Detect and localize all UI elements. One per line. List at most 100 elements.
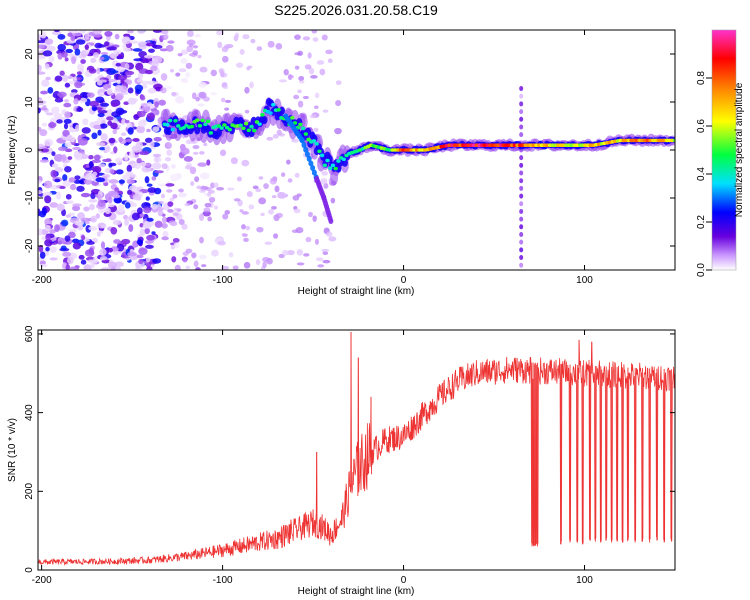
ridge-core xyxy=(328,166,333,170)
noise-blob xyxy=(95,177,106,183)
noise-blob xyxy=(252,185,259,190)
noise-blob xyxy=(199,151,205,155)
noise-blob xyxy=(126,79,133,85)
noise-blob xyxy=(161,163,168,170)
noise-blob xyxy=(92,33,103,38)
noise-blob xyxy=(137,110,146,118)
noise-blob xyxy=(114,33,120,40)
streak-blob xyxy=(519,132,524,138)
ridge-outer xyxy=(261,116,268,125)
noise-blob xyxy=(132,98,138,102)
noise-blob xyxy=(65,193,72,200)
noise-blob xyxy=(281,249,289,256)
noise-blob xyxy=(145,244,154,249)
ridge-core xyxy=(306,137,311,142)
noise-blob xyxy=(296,262,305,266)
noise-blob xyxy=(217,41,223,49)
noise-blob xyxy=(217,240,226,246)
figure-title: S225.2026.031.20.58.C19 xyxy=(274,2,438,18)
noise-blob xyxy=(262,261,267,269)
noise-blob xyxy=(198,213,205,222)
ridge-core xyxy=(252,128,257,133)
noise-blob xyxy=(54,167,64,173)
noise-blob xyxy=(272,233,279,239)
noise-blob xyxy=(127,251,137,257)
noise-blob xyxy=(173,242,180,249)
noise-blob xyxy=(178,192,187,198)
noise-blob xyxy=(59,70,65,76)
noise-blob xyxy=(143,54,154,59)
y-tick-label: 400 xyxy=(24,404,35,421)
noise-blob xyxy=(164,157,172,162)
noise-blob xyxy=(183,156,194,162)
noise-blob xyxy=(196,185,202,190)
noise-blob xyxy=(144,176,150,184)
noise-blob xyxy=(202,210,211,217)
noise-blob xyxy=(288,74,294,79)
spectrogram-y-ticks: -20 -10 0 10 20 xyxy=(24,48,675,253)
streak-blob xyxy=(519,231,524,237)
noise-blob xyxy=(230,157,238,165)
noise-blob xyxy=(100,241,106,250)
noise-blob xyxy=(178,68,187,73)
y-tick-label: 20 xyxy=(24,48,35,60)
noise-blob xyxy=(185,265,191,270)
noise-blob xyxy=(272,134,279,139)
noise-blob xyxy=(115,62,121,67)
noise-blob xyxy=(97,116,107,125)
noise-blob xyxy=(62,180,71,187)
noise-blob xyxy=(123,214,128,220)
noise-blob xyxy=(125,138,133,143)
noise-blob xyxy=(68,228,78,233)
noise-blob xyxy=(90,262,95,269)
noise-blob xyxy=(120,132,127,136)
branch-blob xyxy=(308,160,314,167)
spectrogram-x-ticks: -200 -100 0 100 xyxy=(32,30,593,286)
noise-blob xyxy=(308,67,315,75)
noise-blob xyxy=(312,215,317,222)
noise-blob xyxy=(116,66,126,73)
noise-blob xyxy=(153,136,162,142)
noise-blob xyxy=(161,223,168,229)
noise-blob xyxy=(100,224,107,229)
noise-blob xyxy=(241,159,250,167)
noise-blob xyxy=(232,265,239,270)
noise-blob xyxy=(108,79,117,83)
noise-blob xyxy=(162,230,169,238)
ridge-core xyxy=(200,118,205,123)
noise-blob xyxy=(76,76,83,81)
noise-blob xyxy=(46,45,56,52)
noise-blob xyxy=(135,141,143,149)
noise-blob xyxy=(41,148,50,153)
noise-blob xyxy=(99,56,105,61)
noise-blob xyxy=(93,154,101,161)
noise-blob xyxy=(322,251,329,255)
noise-blob xyxy=(41,79,50,87)
noise-blob xyxy=(317,264,325,268)
noise-blob xyxy=(124,70,135,76)
noise-blob xyxy=(178,218,185,225)
noise-blob xyxy=(189,43,194,48)
ridge-core xyxy=(311,139,317,143)
noise-blob xyxy=(74,220,85,226)
noise-blob xyxy=(62,129,70,137)
noise-blob xyxy=(64,57,69,62)
noise-blob xyxy=(174,264,181,270)
streak-blob xyxy=(519,178,524,184)
noise-blob xyxy=(49,202,59,208)
noise-blob xyxy=(185,62,193,69)
noise-blob xyxy=(191,252,197,259)
noise-blob xyxy=(255,188,262,193)
branch-blob xyxy=(328,218,334,225)
noise-blob xyxy=(43,180,53,189)
noise-blob xyxy=(256,226,264,233)
noise-blob xyxy=(239,209,244,213)
noise-blob xyxy=(271,195,277,199)
noise-blob xyxy=(170,69,175,73)
streak-blob xyxy=(519,170,524,176)
noise-blob xyxy=(166,189,173,193)
x-tick-label: 100 xyxy=(576,275,593,286)
ridge-core xyxy=(219,126,224,130)
noise-blob xyxy=(322,109,329,113)
colorbar-tick-label: 0.8 xyxy=(696,71,707,85)
